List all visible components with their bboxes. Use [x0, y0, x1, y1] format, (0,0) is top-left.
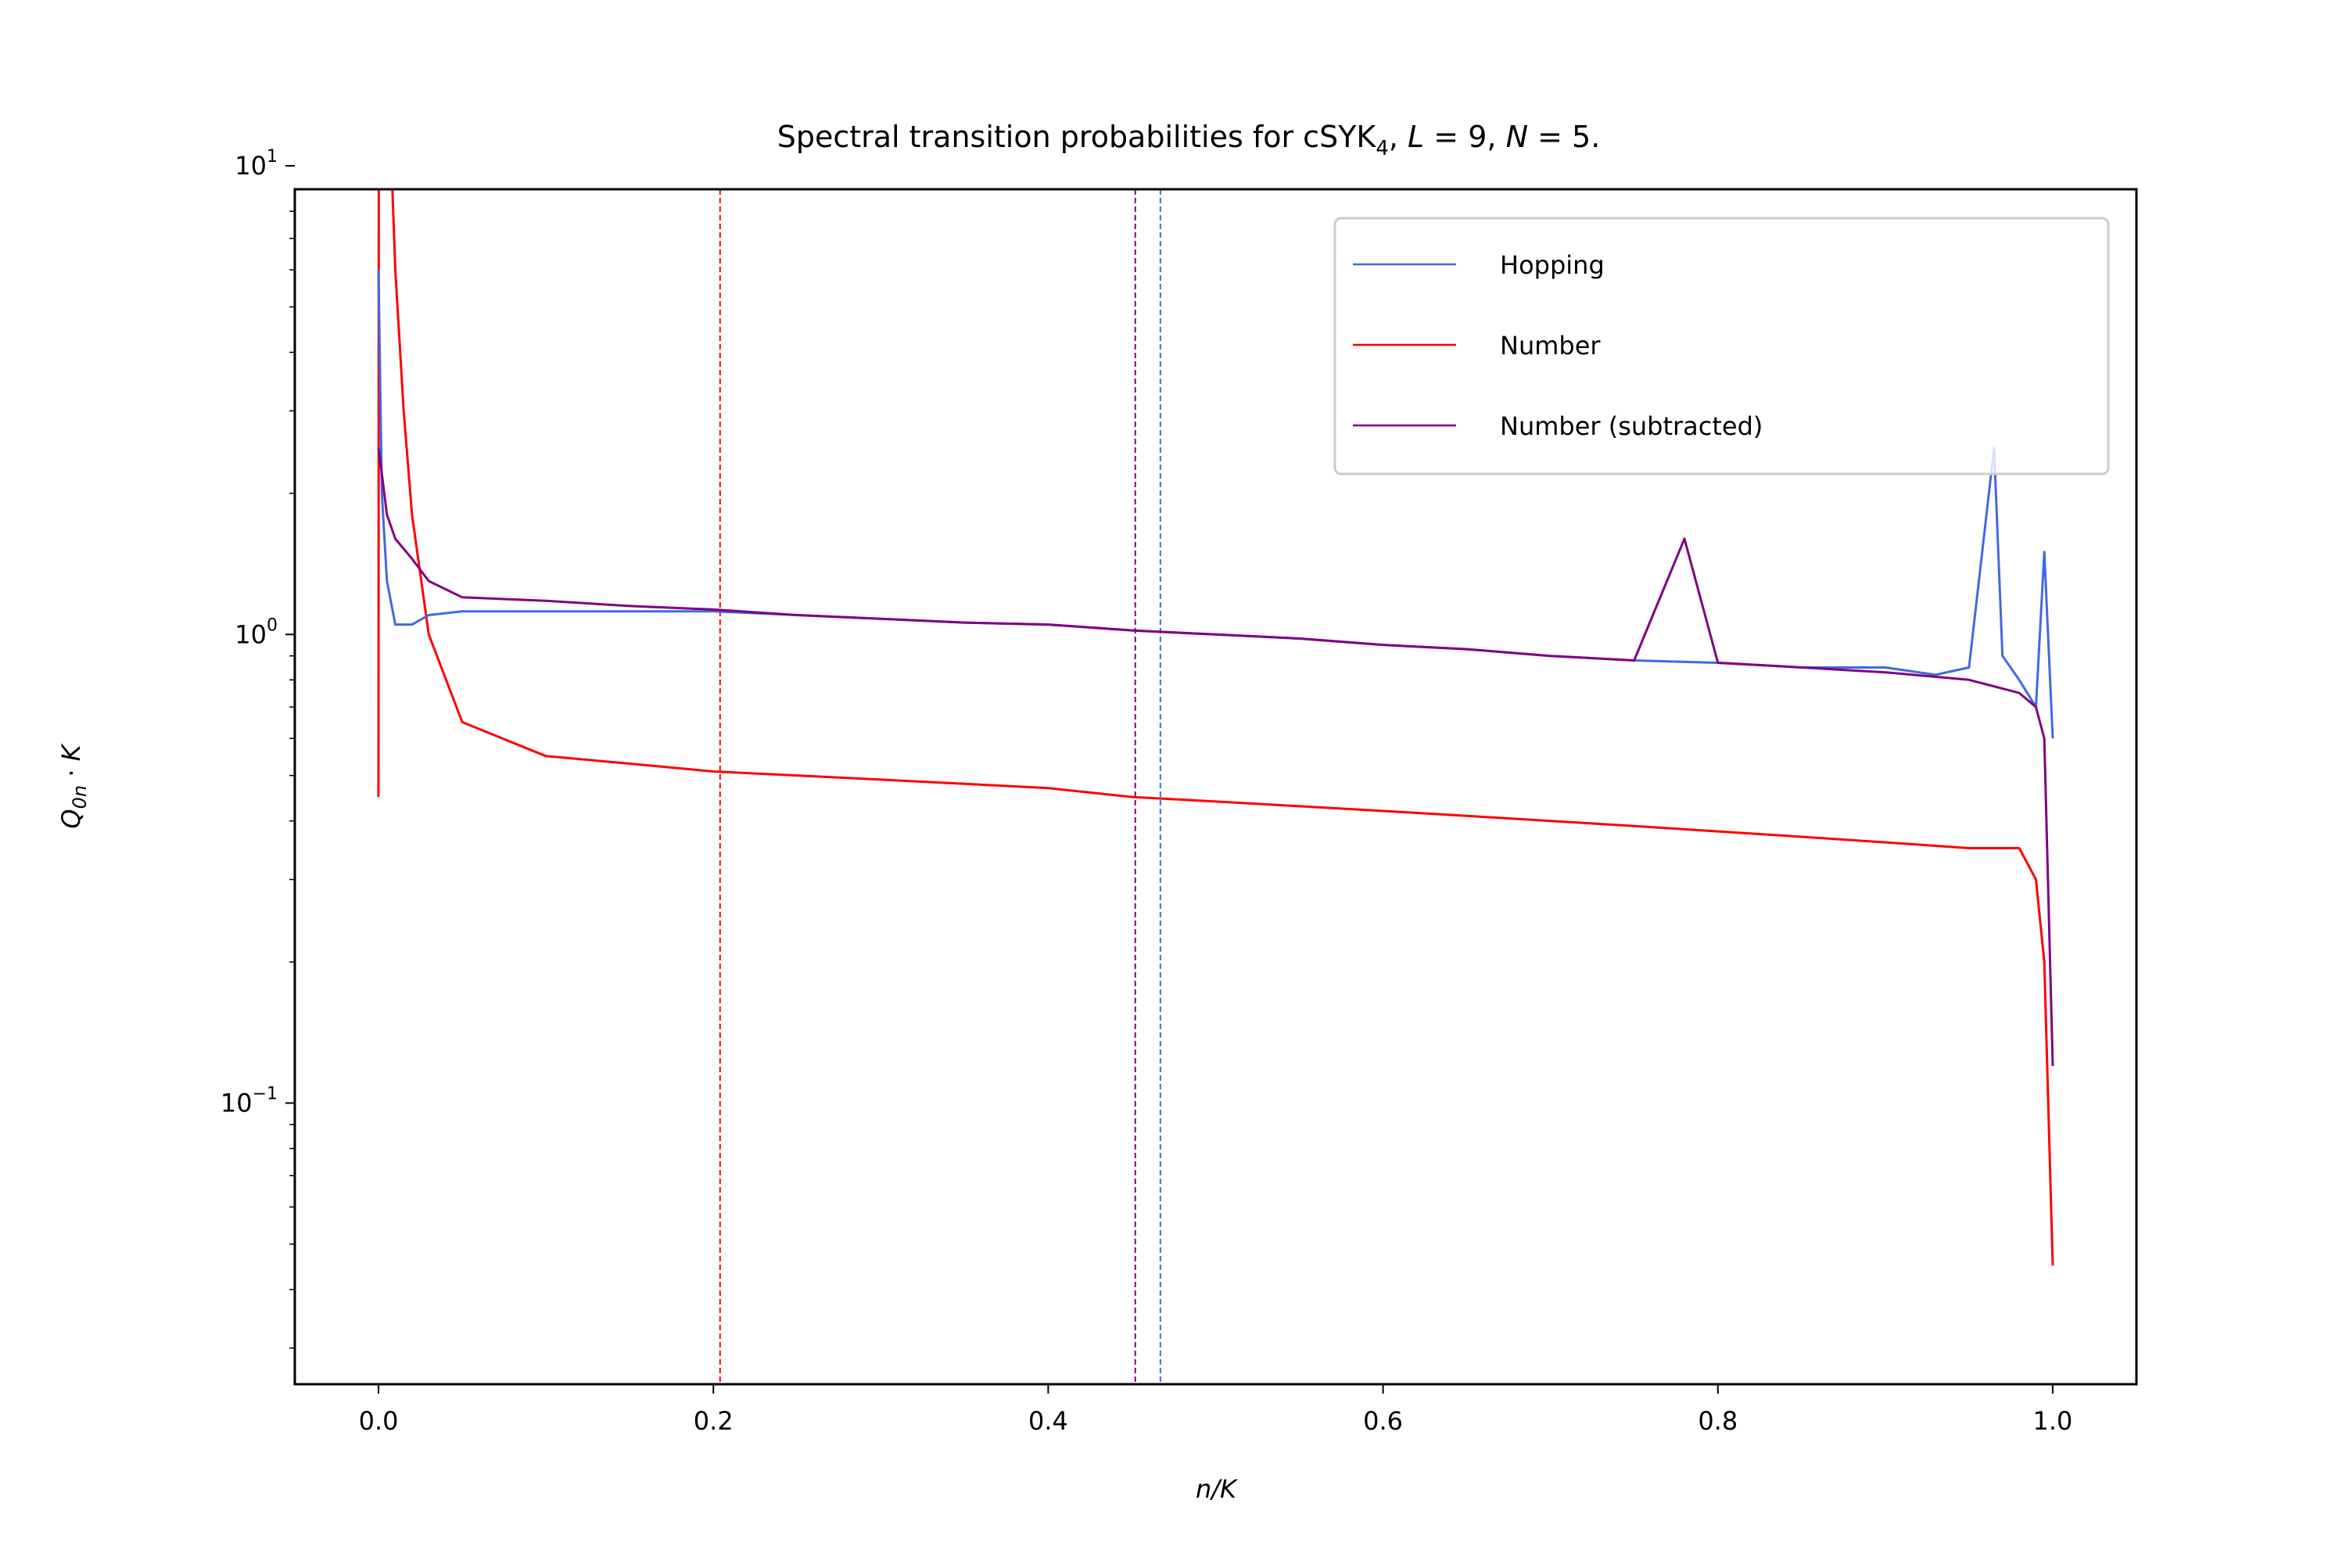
x-tick-label-3: 0.6: [1363, 1406, 1403, 1436]
legend-label-hopping: Hopping: [1500, 250, 1605, 280]
series-layer: [377, 189, 2054, 1266]
chart-title: Spectral transition probabilities for cS…: [777, 120, 1601, 160]
title-l-eq: = 9: [1424, 120, 1487, 154]
title-n-eq: = 5.: [1528, 120, 1600, 154]
legend: Hopping Number Number (subtracted): [1333, 217, 2110, 475]
y-label-q: Q: [56, 809, 86, 828]
x-tick-label-4: 0.8: [1698, 1406, 1738, 1436]
y-tick-label-0: 10−1: [221, 1084, 278, 1118]
x-axis: 0.0 0.2 0.4 0.6 0.8 1.0: [359, 1384, 2073, 1436]
title-n-symbol: N: [1506, 120, 1528, 154]
x-tick-label-5: 1.0: [2033, 1406, 2073, 1436]
y-label-k: K: [56, 742, 86, 761]
vertical-lines: [719, 189, 1161, 1384]
x-axis-label: n/K: [1196, 1474, 1239, 1504]
y-axis: 10−1100101102103: [221, 147, 295, 1349]
x-tick-label-1: 0.2: [694, 1406, 734, 1436]
series-number-line: [377, 189, 2054, 1266]
y-axis-label: Q0n · K: [56, 742, 91, 828]
plot-frame: [293, 188, 2138, 1386]
legend-label-number-subtracted: Number (subtracted): [1500, 411, 1763, 441]
title-subscript: 4: [1376, 137, 1389, 160]
x-tick-label-0: 0.0: [359, 1406, 399, 1436]
y-tick-label-2: 101: [235, 147, 278, 181]
series-number-subtracted-line: [377, 447, 2054, 1067]
y-tick-label-1: 100: [235, 615, 278, 649]
x-tick-label-2: 0.4: [1028, 1406, 1068, 1436]
title-sep1: ,: [1389, 120, 1408, 154]
legend-label-number: Number: [1500, 331, 1601, 361]
legend-box: [1333, 217, 2110, 475]
title-prefix: Spectral transition probabilities for cS…: [777, 120, 1377, 154]
title-sep2: ,: [1487, 120, 1505, 154]
title-l-symbol: L: [1408, 120, 1424, 154]
y-label-dot: ·: [56, 761, 86, 785]
y-label-sub: 0n: [69, 785, 91, 809]
